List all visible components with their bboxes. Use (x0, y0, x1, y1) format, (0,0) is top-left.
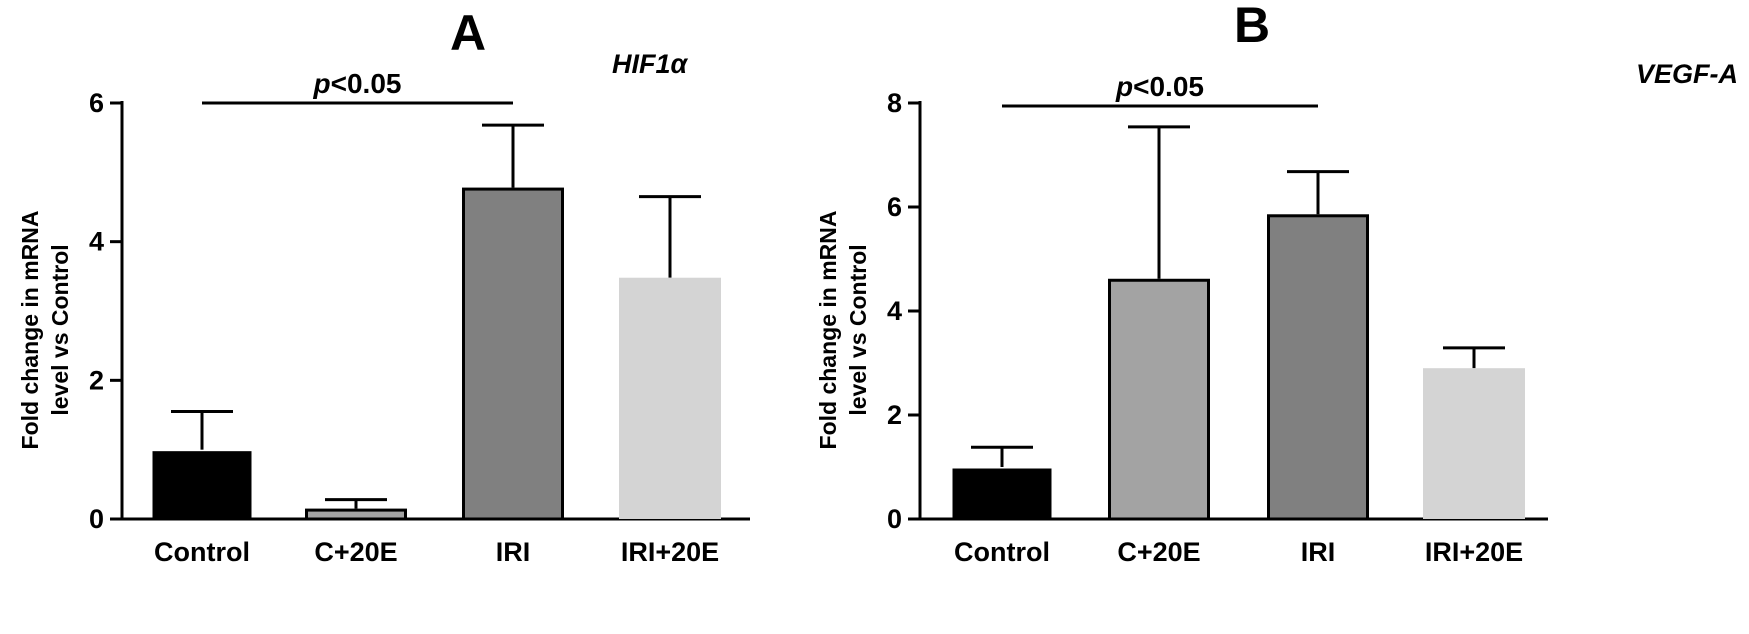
panel-a-ytick-label-1: 2 (89, 365, 104, 395)
panel-b-category-label-1: C+20E (1117, 537, 1200, 567)
panel-a-category-label-0: Control (154, 537, 250, 567)
panel-a-category-label-3: IRI+20E (621, 537, 719, 567)
panel-a-ylabel-line1: Fold change in mRNA (17, 211, 43, 450)
panel-b-bar-0 (952, 468, 1052, 519)
panel-b-category-label-2: IRI (1301, 537, 1336, 567)
panel-a-bar-3 (619, 277, 721, 519)
panel-b-category-label-3: IRI+20E (1425, 537, 1523, 567)
panel-b: B VEGF-A Fold change in mRNA level vs Co… (815, 0, 1738, 567)
panel-a-category-label-2: IRI (496, 537, 531, 567)
panel-a-letter: A (450, 5, 486, 61)
panel-a: A HIF1α Fold change in mRNA level vs Con… (17, 5, 750, 567)
panel-b-ylabel-line1: Fold change in mRNA (815, 211, 841, 450)
panel-a-bar-1 (305, 508, 407, 521)
panel-a-significance-p: p (313, 68, 331, 99)
panel-b-ylabel-line2: level vs Control (845, 244, 871, 415)
panel-a-ytick-label-3: 6 (89, 88, 104, 118)
panel-a-gene-title: HIF1α (612, 49, 689, 79)
panel-a-ylabel-line2: level vs Control (47, 244, 73, 415)
panel-b-category-label-0: Control (954, 537, 1050, 567)
panel-a-ytick-label-0: 0 (89, 504, 104, 534)
panel-b-significance-p: p (1115, 71, 1133, 102)
panel-a-bar-2 (462, 187, 564, 521)
panel-a-significance-label: p<0.05 (313, 68, 402, 99)
panel-a-ytick-label-2: 4 (89, 227, 104, 257)
panel-b-ytick-label-1: 2 (887, 400, 902, 430)
panel-a-significance-threshold: <0.05 (331, 68, 402, 99)
panel-b-significance-threshold: <0.05 (1133, 71, 1204, 102)
panel-b-ytick-label-3: 6 (887, 192, 902, 222)
panel-a-bar-0 (152, 451, 252, 519)
panel-b-significance-label: p<0.05 (1115, 71, 1204, 102)
panel-b-letter: B (1234, 0, 1270, 53)
panel-b-ytick-label-2: 4 (887, 296, 902, 326)
panel-b-bar-2 (1267, 214, 1369, 521)
panel-b-bar-1 (1108, 278, 1210, 521)
panel-b-ytick-label-0: 0 (887, 504, 902, 534)
panel-b-gene-title: VEGF-A (1636, 59, 1738, 89)
panel-b-bar-3 (1423, 368, 1525, 519)
panel-b-ytick-label-4: 8 (887, 88, 902, 118)
panel-a-category-label-1: C+20E (314, 537, 397, 567)
